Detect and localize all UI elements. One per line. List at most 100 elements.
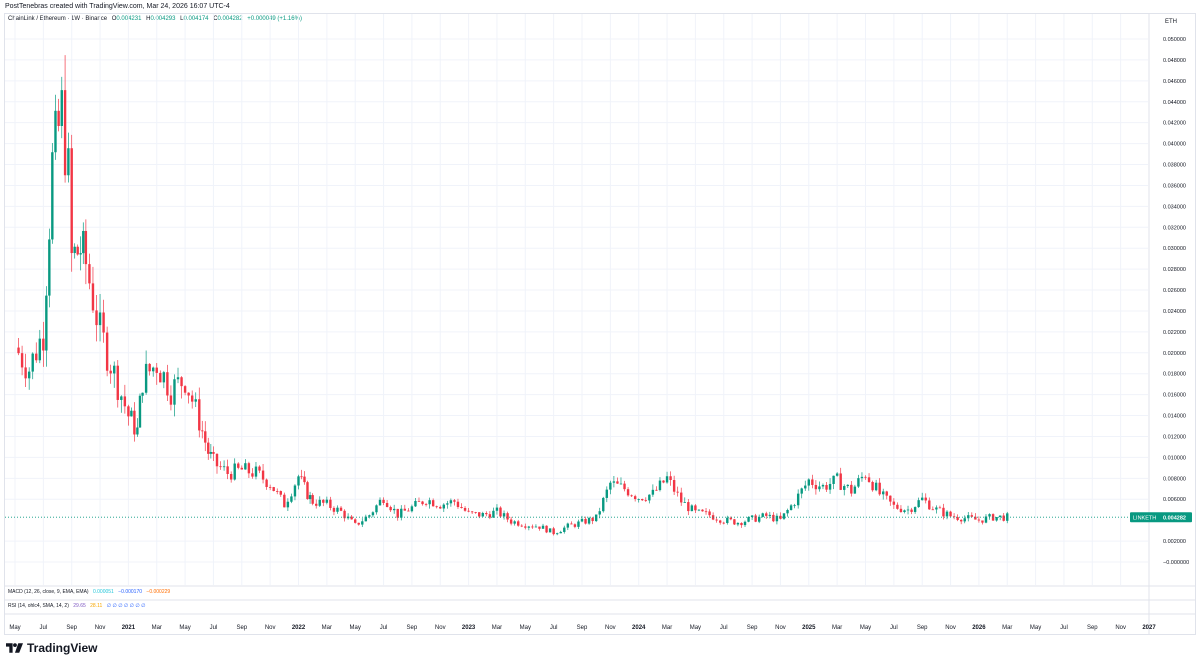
candle-body xyxy=(768,514,772,516)
ohlc-high-label: H xyxy=(146,16,151,22)
time-tick-label: Mar xyxy=(492,625,502,631)
candle-body xyxy=(853,486,857,494)
price-tick-label: 0.008000 xyxy=(1163,476,1186,482)
candle-body xyxy=(306,482,309,500)
last-price-tag-label: LINKETH xyxy=(1133,515,1156,521)
candle-body xyxy=(655,489,658,491)
time-tick-label: May xyxy=(860,625,871,631)
candle-body xyxy=(938,507,942,509)
candle-body xyxy=(303,476,306,483)
rsi-label: RSI (14, ohlc4, SMA, 14, 2) xyxy=(8,603,69,609)
candle-body xyxy=(272,487,275,492)
candle-body xyxy=(311,495,314,504)
time-tick-label: May xyxy=(9,625,20,631)
candle-body xyxy=(460,507,463,508)
price-tick-label: 0.006000 xyxy=(1163,497,1186,503)
candle-body xyxy=(722,522,725,524)
time-tick-label: Nov xyxy=(265,625,276,631)
price-tick-label: 0.038000 xyxy=(1163,163,1186,169)
candle-body xyxy=(127,406,130,417)
candle-body xyxy=(704,511,708,513)
candle-body xyxy=(708,511,711,516)
candle-body xyxy=(789,505,793,511)
candle-body xyxy=(825,485,828,490)
candle-body xyxy=(45,295,48,351)
candle-body xyxy=(207,442,210,454)
candle-body xyxy=(977,519,981,521)
candle-body xyxy=(619,483,623,485)
candle-body xyxy=(570,523,573,525)
candle-body xyxy=(57,110,60,126)
candle-body xyxy=(633,496,637,500)
time-tick-label: Mar xyxy=(832,625,842,631)
candle-body xyxy=(102,312,105,333)
candle-body xyxy=(176,377,180,380)
candle-body xyxy=(658,480,662,491)
time-tick-label: 2026 xyxy=(972,625,986,631)
candle-body xyxy=(155,367,158,373)
time-tick-label: 2021 xyxy=(122,625,136,631)
candle-body xyxy=(683,502,686,503)
time-tick-label: Nov xyxy=(1115,625,1126,631)
candle-body xyxy=(276,491,279,492)
candle-body xyxy=(233,463,236,480)
candle-body xyxy=(392,508,396,511)
time-tick-label: Sep xyxy=(236,625,247,631)
candle-body xyxy=(389,506,392,511)
tradingview-brand[interactable]: TradingView xyxy=(6,641,97,655)
candle-body xyxy=(694,505,697,511)
candle-body xyxy=(315,503,318,506)
candle-body xyxy=(931,509,935,511)
candle-body xyxy=(506,513,509,520)
rsi-legend[interactable]: RSI (14, ohlc4, SMA, 14, 2) 29.65 28.11 … xyxy=(8,603,146,609)
candle-body xyxy=(644,500,647,501)
candle-body xyxy=(481,513,484,517)
price-axis-unit: ETH xyxy=(1165,19,1177,25)
symbol-title[interactable]: ChainLink / Ethereum · 1W · Binance xyxy=(8,16,108,22)
candle-body xyxy=(988,514,991,517)
candle-body xyxy=(835,473,839,476)
candle-body xyxy=(910,509,913,512)
candle-body xyxy=(229,473,233,480)
candle-body xyxy=(878,482,881,495)
candle-body xyxy=(740,522,743,526)
time-tick-label: Sep xyxy=(1087,625,1098,631)
candle-body xyxy=(818,486,821,490)
candle-body xyxy=(945,511,949,517)
candle-body xyxy=(959,519,963,522)
candle-body xyxy=(339,507,343,511)
candle-body xyxy=(98,312,102,326)
candle-body xyxy=(478,512,481,517)
candle-body xyxy=(719,520,722,523)
candle-body xyxy=(605,489,609,498)
macd-legend[interactable]: MACD (12, 26, close, 9, EMA, EMA) 0.0000… xyxy=(8,589,170,595)
candle-body xyxy=(616,481,619,484)
rsi-value-3: ∅ ∅ ∅ ∅ ∅ ∅ ∅ xyxy=(106,603,146,609)
candle-body xyxy=(265,479,268,487)
candle-body xyxy=(846,484,849,487)
candle-body xyxy=(173,379,176,405)
candle-body xyxy=(219,466,222,468)
time-tick-label: May xyxy=(690,625,701,631)
candle-body xyxy=(169,395,173,405)
candle-body xyxy=(811,479,814,485)
candles-layer xyxy=(17,55,1009,536)
time-tick-label: May xyxy=(179,625,190,631)
candle-body xyxy=(874,482,878,491)
candle-body xyxy=(786,510,789,514)
candle-body xyxy=(95,310,98,326)
candle-body xyxy=(240,467,243,470)
candle-body xyxy=(899,508,903,512)
candle-body xyxy=(577,521,580,527)
candle-body xyxy=(237,463,240,468)
price-tick-label: −0.000000 xyxy=(1163,560,1189,566)
candle-body xyxy=(194,399,197,402)
candle-body xyxy=(534,526,538,528)
candle-body xyxy=(407,510,410,512)
time-tick-label: Jul xyxy=(210,625,218,631)
candle-body xyxy=(697,509,701,511)
candle-body xyxy=(159,372,162,383)
candle-body xyxy=(325,499,329,503)
candle-body xyxy=(403,508,407,511)
